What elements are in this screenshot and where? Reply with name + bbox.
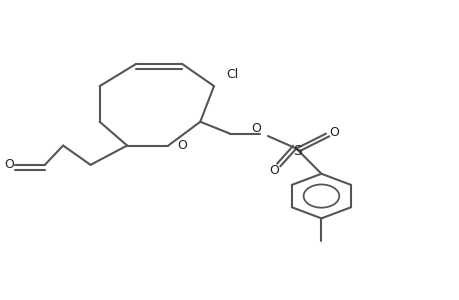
Text: O: O — [329, 126, 338, 139]
Text: O: O — [5, 158, 15, 171]
Text: O: O — [177, 139, 186, 152]
Text: S: S — [293, 144, 302, 158]
Text: O: O — [251, 122, 260, 135]
Text: Cl: Cl — [226, 68, 238, 81]
Text: O: O — [269, 164, 279, 177]
